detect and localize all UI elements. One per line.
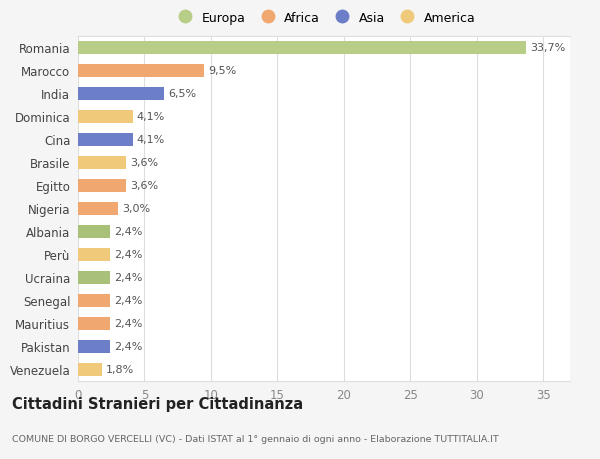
Text: 1,8%: 1,8% — [106, 364, 134, 375]
Text: 3,0%: 3,0% — [122, 204, 150, 214]
Bar — [78, 363, 102, 376]
Bar — [78, 294, 110, 307]
Bar — [78, 271, 110, 284]
Text: 4,1%: 4,1% — [137, 135, 165, 145]
Bar — [78, 179, 126, 192]
Text: 2,4%: 2,4% — [114, 227, 142, 237]
Text: 2,4%: 2,4% — [114, 250, 142, 260]
Bar — [78, 42, 526, 55]
Bar — [78, 225, 110, 238]
Text: 3,6%: 3,6% — [130, 158, 158, 168]
Text: 4,1%: 4,1% — [137, 112, 165, 122]
Text: 33,7%: 33,7% — [530, 43, 565, 53]
Text: 2,4%: 2,4% — [114, 273, 142, 283]
Text: 3,6%: 3,6% — [130, 181, 158, 191]
Bar — [78, 88, 164, 101]
Bar — [78, 157, 126, 169]
Text: COMUNE DI BORGO VERCELLI (VC) - Dati ISTAT al 1° gennaio di ogni anno - Elaboraz: COMUNE DI BORGO VERCELLI (VC) - Dati IST… — [12, 434, 499, 442]
Text: 6,5%: 6,5% — [169, 89, 197, 99]
Bar — [78, 317, 110, 330]
Bar — [78, 65, 205, 78]
Text: 2,4%: 2,4% — [114, 296, 142, 306]
Bar — [78, 202, 118, 215]
Bar — [78, 248, 110, 261]
Text: 2,4%: 2,4% — [114, 341, 142, 352]
Bar — [78, 111, 133, 123]
Bar — [78, 134, 133, 146]
Text: 9,5%: 9,5% — [208, 66, 236, 76]
Text: 2,4%: 2,4% — [114, 319, 142, 329]
Legend: Europa, Africa, Asia, America: Europa, Africa, Asia, America — [170, 9, 478, 27]
Bar — [78, 340, 110, 353]
Text: Cittadini Stranieri per Cittadinanza: Cittadini Stranieri per Cittadinanza — [12, 397, 303, 412]
